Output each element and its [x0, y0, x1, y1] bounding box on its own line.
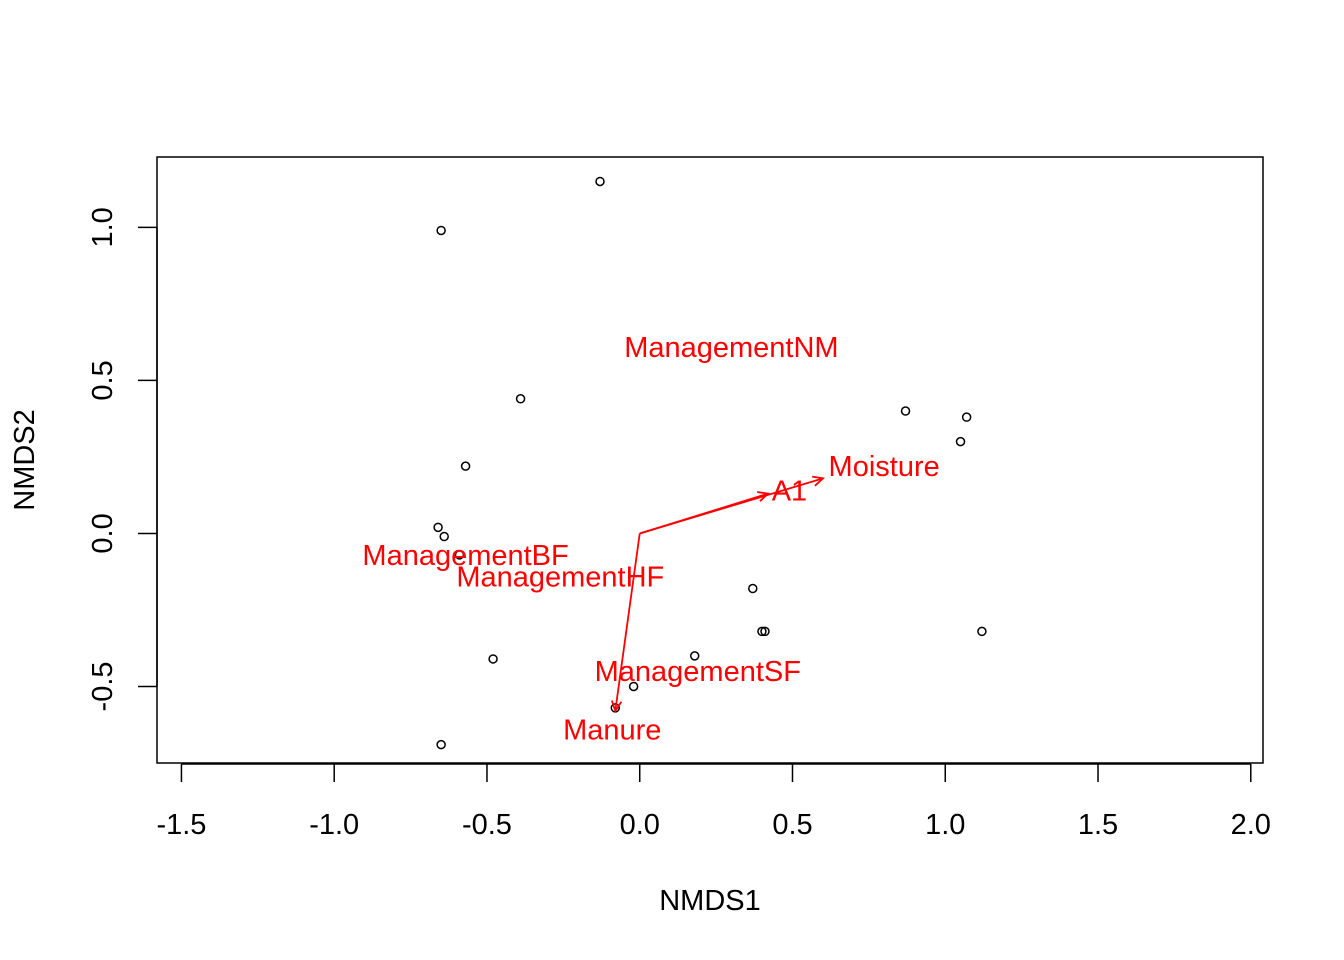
site-point: [436, 739, 446, 750]
x-tick-label: 1.0: [925, 809, 965, 841]
site-point: [900, 406, 911, 416]
x-tick-label: -1.5: [156, 809, 206, 841]
site-point: [454, 550, 465, 560]
site-point: [689, 651, 700, 661]
vector-arrow-head: [812, 475, 826, 487]
x-tick-label: 1.5: [1078, 809, 1118, 841]
y-tick-label: 0.0: [87, 513, 119, 553]
site-point: [628, 681, 639, 692]
x-axis-label: NMDS1: [659, 885, 761, 917]
site-point: [460, 461, 471, 471]
centroid-label: ManagementBF: [362, 540, 568, 572]
vector-arrow-shaft: [639, 492, 769, 535]
vector-arrow-head: [757, 491, 771, 502]
x-axis: -1.5 -1.0 -0.5 0.0 0.5 1.0 1.5 2.0: [156, 763, 1271, 841]
centroid-label: ManagementSF: [595, 656, 801, 688]
site-point: [961, 412, 972, 422]
x-tick-label: -1.0: [309, 809, 359, 841]
vector-arrow-head: [611, 700, 623, 714]
environmental-vectors: Moisture A1 Manure: [563, 451, 940, 746]
y-axis-label: NMDS2: [9, 409, 41, 511]
x-tick-label: 0.5: [772, 809, 812, 841]
y-tick-label: 1.0: [87, 207, 119, 247]
centroid-label: ManagementHF: [456, 561, 664, 593]
site-point: [433, 522, 443, 533]
site-points: [433, 176, 987, 750]
site-point: [595, 176, 605, 187]
y-tick-label: 0.5: [87, 360, 119, 400]
site-point: [955, 436, 966, 447]
site-point: [760, 626, 770, 637]
x-tick-label: -0.5: [462, 809, 512, 841]
vector-label: A1: [772, 476, 807, 508]
site-point: [439, 531, 449, 542]
vector-label: Manure: [563, 714, 661, 746]
x-tick-label: 2.0: [1231, 809, 1271, 841]
site-point: [488, 654, 498, 664]
site-point: [515, 394, 526, 404]
vector-label: Moisture: [829, 451, 940, 483]
site-point: [436, 225, 446, 236]
y-tick-label: -0.5: [87, 661, 119, 711]
site-point: [757, 626, 767, 637]
site-point: [977, 626, 987, 637]
y-axis: -0.5 0.0 0.5 1.0: [87, 207, 158, 711]
x-tick-label: 0.0: [620, 809, 660, 841]
vector-arrow-shaft: [614, 533, 641, 712]
site-point: [748, 583, 758, 594]
centroid-label: ManagementNM: [624, 332, 838, 364]
